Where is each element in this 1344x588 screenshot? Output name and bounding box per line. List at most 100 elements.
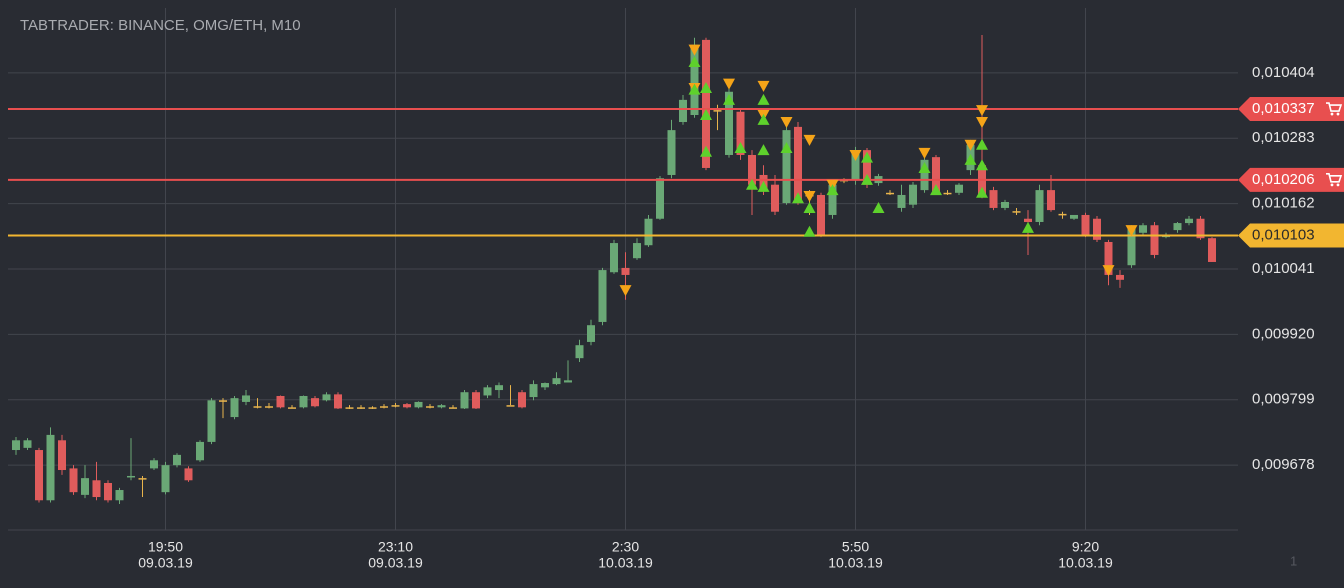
candle-body: [104, 482, 112, 501]
up-signal: [964, 153, 977, 165]
candle-body: [437, 405, 446, 408]
down-signal: [976, 117, 988, 129]
up-signal: [861, 173, 873, 185]
up-signal: [688, 83, 701, 95]
candle-body: [81, 478, 89, 495]
candle-body: [357, 407, 365, 409]
x-tick-label: 5:50: [842, 539, 869, 555]
candle-body: [288, 407, 296, 409]
up-signal: [976, 159, 988, 171]
y-tick-label: 0,010404: [1252, 64, 1315, 81]
candle-body: [943, 192, 952, 195]
candle-body: [403, 404, 411, 408]
candle-body: [414, 401, 423, 408]
candle-body: [587, 325, 595, 342]
candle-body: [1012, 211, 1021, 213]
price-tag: [1238, 223, 1344, 248]
candle-body: [1127, 227, 1136, 266]
candle-body: [863, 150, 871, 185]
candle-body: [598, 270, 607, 322]
candle-body: [150, 460, 158, 469]
candle-body: [748, 154, 756, 185]
candle-body: [989, 190, 998, 208]
cart-icon: [1326, 102, 1343, 112]
cart-icon: [1326, 173, 1343, 183]
down-signal: [780, 117, 793, 129]
candle-body: [851, 150, 860, 180]
down-signal: [918, 147, 931, 159]
candle-body: [368, 407, 377, 409]
price-tag: [1238, 97, 1344, 122]
candle-body: [265, 406, 273, 408]
candle-body: [127, 475, 135, 478]
candle-body: [817, 194, 825, 235]
y-tick-label: 0,009678: [1252, 456, 1315, 473]
up-signal: [1022, 221, 1034, 233]
candle-body: [1047, 190, 1055, 211]
up-signal: [861, 151, 873, 163]
overlay: 0,010337 0,010206 0,010103: [8, 44, 1344, 297]
price-tag-label: 0,010337: [1252, 100, 1315, 117]
candle-body: [679, 99, 687, 123]
candle-body: [909, 184, 917, 205]
down-signal: [849, 149, 862, 161]
candle-body: [1035, 190, 1044, 222]
candle-body: [1081, 214, 1090, 235]
candle-body: [702, 39, 710, 168]
candle-body: [1208, 238, 1216, 262]
candle-body: [12, 440, 20, 451]
x-tick-date: 10.03.19: [598, 555, 653, 571]
candle-body: [230, 398, 239, 418]
candle-body: [667, 130, 676, 175]
candle-body: [782, 130, 791, 204]
candle-body: [334, 394, 342, 409]
x-tick-label: 2:30: [612, 539, 639, 555]
candle-body: [932, 157, 940, 193]
candle-body: [426, 406, 434, 408]
up-signal: [780, 141, 793, 153]
up-signal: [803, 225, 816, 237]
candle-body: [506, 405, 515, 407]
y-tick-label: 0,010283: [1252, 129, 1315, 146]
candle-body: [713, 110, 722, 112]
candle-body: [253, 406, 262, 408]
x-tick-label: 9:20: [1072, 539, 1099, 555]
candle-body: [138, 478, 147, 480]
up-signal: [746, 178, 758, 190]
down-signal: [619, 285, 632, 297]
price-tag: [1238, 167, 1344, 192]
candle-body: [1024, 218, 1032, 222]
candle-body: [656, 178, 664, 219]
candle-body: [1139, 225, 1147, 233]
candle-body: [736, 111, 745, 155]
candle-body: [644, 218, 653, 246]
candle-body: [794, 126, 802, 200]
up-signal: [803, 201, 816, 213]
down-signal: [757, 80, 770, 92]
x-tick-date: 09.03.19: [368, 555, 423, 571]
candle-body: [495, 385, 503, 391]
x-tick-date: 09.03.19: [138, 555, 193, 571]
down-signal: [1125, 225, 1138, 237]
candle-body: [529, 384, 538, 398]
up-signal: [757, 144, 770, 156]
candle-body: [1173, 223, 1182, 231]
up-signal: [918, 161, 931, 173]
x-tick-date: 10.03.19: [828, 555, 883, 571]
candle-body: [897, 194, 906, 208]
candle-body: [58, 440, 66, 471]
candle-body: [380, 406, 388, 408]
candle-body: [552, 378, 561, 385]
candle-body: [276, 395, 285, 408]
candle-body: [391, 405, 400, 407]
up-signal: [792, 192, 804, 204]
up-signal: [734, 141, 747, 153]
y-tick-label: 0,009920: [1252, 325, 1315, 342]
up-signal: [700, 81, 712, 93]
candle-body: [886, 192, 894, 195]
down-signal: [976, 105, 988, 117]
candle-body: [1185, 218, 1193, 224]
up-signal: [757, 93, 770, 105]
